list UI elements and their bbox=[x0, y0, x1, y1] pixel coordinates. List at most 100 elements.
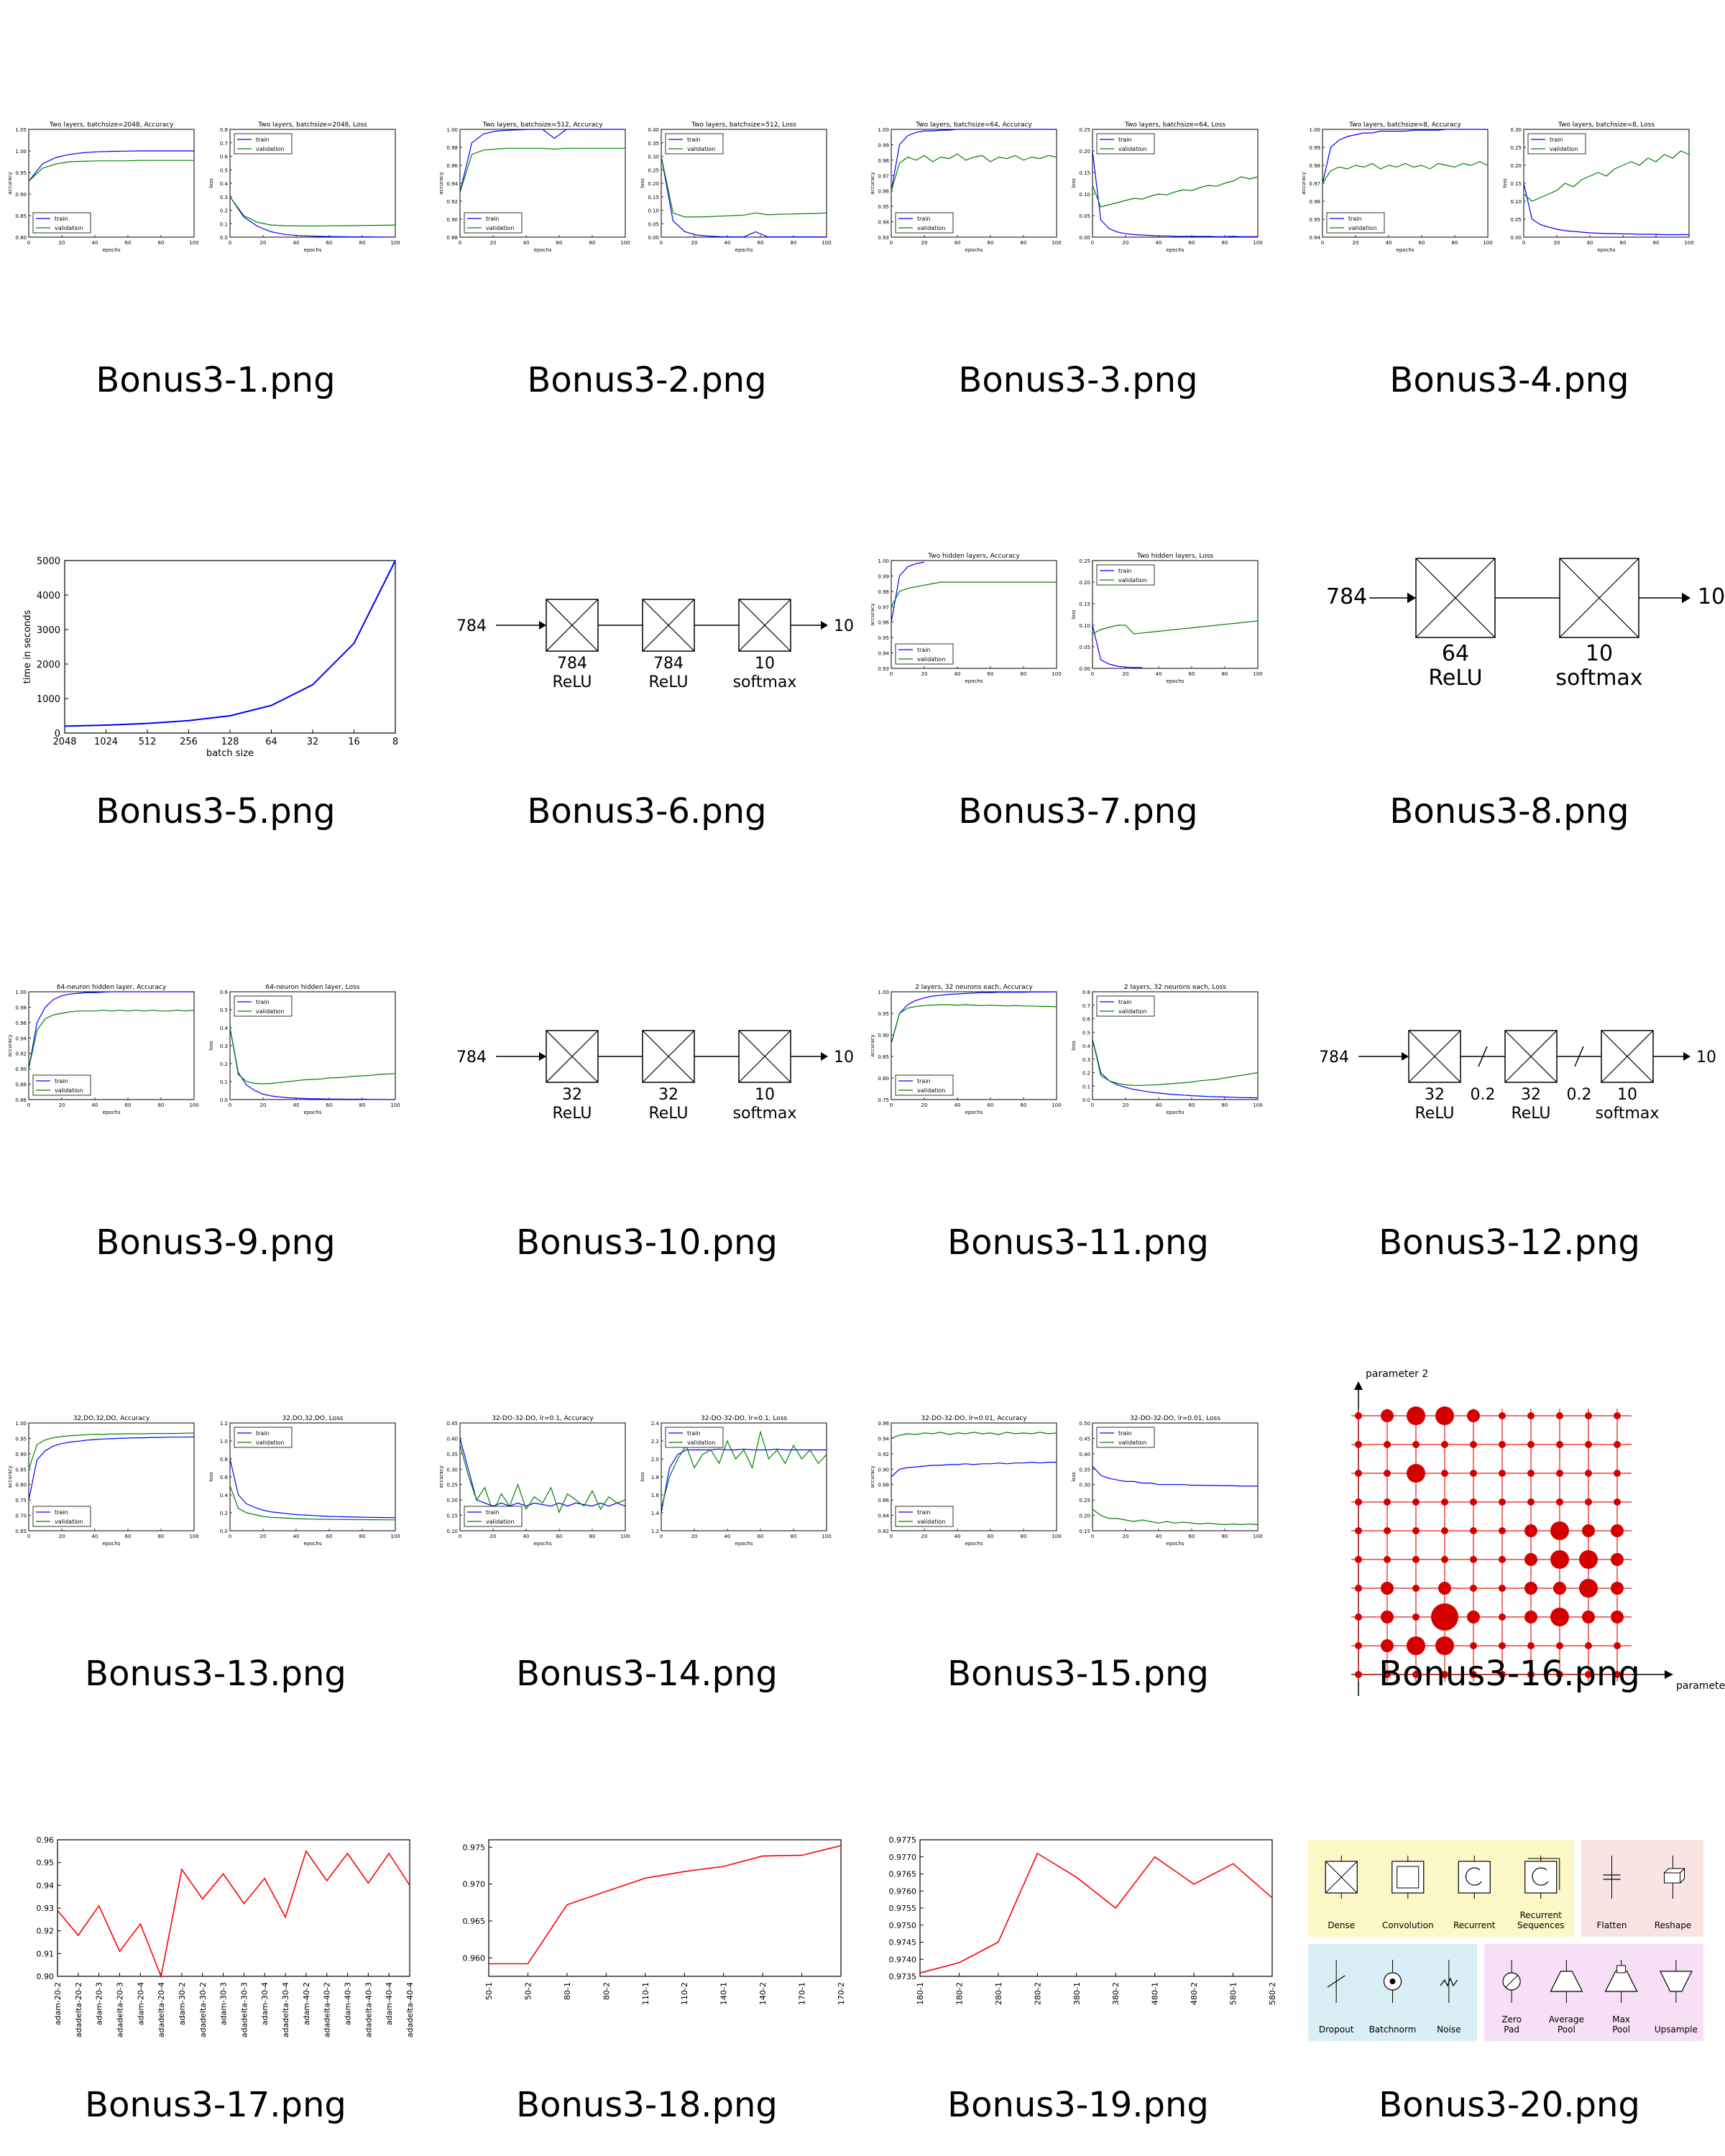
image-tile[interactable]: 0.9735 0.9740 0.9745 0.9750 0.9755 0.9760 0.97… bbox=[862, 1725, 1294, 2156]
image-tile[interactable]: Two layers, batchsize=512, Accuracy 0.88 0… bbox=[431, 0, 862, 431]
y-axis-label: loss bbox=[1071, 1472, 1077, 1482]
image-tile[interactable]: parameter 2 parameter 1 Bonus3-16.png bbox=[1294, 1294, 1725, 1725]
thumbnail[interactable]: Two layers, batchsize=64, Accuracy 0.93 0.… bbox=[870, 108, 1279, 316]
plot-title: 32,DO,32,DO, Accuracy bbox=[73, 1415, 150, 1422]
y-tick-label: 4000 bbox=[37, 591, 60, 602]
y-tick-label: 3000 bbox=[37, 625, 60, 636]
thumbnail[interactable]: 32-DO-32-DO, lr=0.01, Accuracy 0.82 0.84 0.… bbox=[870, 1401, 1279, 1610]
thumbnail[interactable]: 0.90 0.91 0.92 0.93 0.94 0.95 0.96 adam-20-2 ada… bbox=[14, 1833, 417, 2041]
thumbnail[interactable]: Two layers, batchsize=2048, Accuracy 0.80… bbox=[7, 108, 417, 316]
train-series-line bbox=[229, 196, 395, 238]
thumbnail[interactable]: 0.9735 0.9740 0.9745 0.9750 0.9755 0.9760 0.97… bbox=[877, 1833, 1279, 2041]
grid-point bbox=[1499, 1671, 1506, 1678]
arrow-head bbox=[1407, 592, 1416, 604]
y-tick-label: 0.10 bbox=[648, 208, 659, 214]
image-tile[interactable]: 784 32 ReLU 0.2 32 ReLU 0.2 10 softmax 10 Bonus3-1… bbox=[1294, 862, 1725, 1294]
image-tile[interactable]: 32,DO,32,DO, Accuracy 0.65 0.70 0.75 0.80 0.8… bbox=[0, 1294, 431, 1725]
x-tick-label: adam-30-3 bbox=[219, 1982, 229, 2025]
thumbnail[interactable]: 32,DO,32,DO, Accuracy 0.65 0.70 0.75 0.80 0.8… bbox=[7, 1401, 417, 1610]
x-tick-label: 40 bbox=[1587, 240, 1593, 246]
thumbnail[interactable]: 784 32 ReLU 32 ReLU 10 softmax 10 bbox=[446, 970, 854, 1179]
y-tick-label: 0.05 bbox=[648, 221, 659, 227]
layer-activation-label: ReLU bbox=[1414, 1105, 1454, 1123]
x-tick-label: 40 bbox=[1386, 240, 1392, 246]
x-tick-label: 40 bbox=[954, 1534, 961, 1539]
x-tick-label: 40 bbox=[293, 1534, 300, 1539]
loss-plot: Two layers, batchsize=2048, Loss 0.0 0.1 0.… bbox=[208, 121, 400, 253]
grid-point bbox=[1579, 1550, 1598, 1569]
y-tick-label: 0.00 bbox=[1079, 235, 1090, 241]
y-axis-label: loss bbox=[1071, 609, 1077, 619]
layer-units-label: 32 bbox=[1425, 1086, 1445, 1104]
x-tick-label: 40 bbox=[523, 1534, 530, 1539]
thumbnail[interactable]: 784 784 ReLU 784 ReLU 10 softmax 10 bbox=[446, 539, 854, 747]
legend-box bbox=[1527, 133, 1586, 155]
legend-item-label: Convolution bbox=[1382, 1920, 1434, 1930]
image-tile[interactable]: 64-neuron hidden layer, Accuracy 0.86 0.88… bbox=[0, 862, 431, 1294]
thumbnail[interactable]: 784 32 ReLU 0.2 32 ReLU 0.2 10 softmax 10 bbox=[1308, 970, 1716, 1179]
image-tile[interactable]: Two layers, batchsize=8, Accuracy 0.94 0.9… bbox=[1294, 0, 1725, 431]
image-tile[interactable]: Two hidden layers, Accuracy 0.93 0.94 0.95 0… bbox=[862, 431, 1294, 862]
y-tick-label: 0.35 bbox=[446, 1452, 458, 1457]
validation-series-line bbox=[1092, 1508, 1259, 1526]
image-tile[interactable]: 784 784 ReLU 784 ReLU 10 softmax 10 Bonus3-6.png bbox=[431, 431, 862, 862]
image-tile[interactable]: 32-DO-32-DO, lr=0.1, Accuracy 0.10 0.15 0.2… bbox=[431, 1294, 862, 1725]
image-tile[interactable]: Dense Convolution Recurrent Recurrent Sequen… bbox=[1294, 1725, 1725, 2156]
y-tick-label: 0.4 bbox=[220, 1493, 229, 1498]
thumbnail-graphic: 0.9735 0.9740 0.9745 0.9750 0.9755 0.9760 0.97… bbox=[889, 1835, 1278, 2005]
grid-point bbox=[1470, 1498, 1477, 1506]
thumbnail[interactable]: 32-DO-32-DO, lr=0.1, Accuracy 0.10 0.15 0.2… bbox=[438, 1401, 848, 1610]
y-tick-label: 0.95 bbox=[878, 635, 889, 641]
y-tick-label: 0.20 bbox=[1079, 580, 1090, 586]
image-tile[interactable]: 0.960 0.965 0.970 0.975 50-1 50-2 80-1 80-2 110-… bbox=[431, 1725, 862, 2156]
legend-train-label: train bbox=[256, 137, 270, 143]
image-tile[interactable]: Two layers, batchsize=2048, Accuracy 0.80… bbox=[0, 0, 431, 431]
x-tick-label: 60 bbox=[758, 1534, 764, 1539]
plot-frame bbox=[459, 1422, 626, 1531]
grid-point bbox=[1614, 1412, 1621, 1419]
average-pool-icon bbox=[1550, 1971, 1583, 1992]
x-tick-label: 100 bbox=[390, 240, 400, 246]
image-tile[interactable]: Two layers, batchsize=64, Accuracy 0.93 0.… bbox=[862, 0, 1294, 431]
x-tick-label: 100 bbox=[822, 240, 831, 246]
plot-frame bbox=[28, 1422, 195, 1531]
y-tick-label: 0.75 bbox=[878, 1097, 889, 1103]
grid-point bbox=[1499, 1585, 1506, 1592]
image-tile[interactable]: 2 layers, 32 neurons each, Accuracy 0.75 0… bbox=[862, 862, 1294, 1294]
recurrent-sequences-icon bbox=[1524, 1858, 1560, 1894]
file-caption: Bonus3-5.png bbox=[96, 791, 336, 831]
y-tick-label: 0.96 bbox=[446, 163, 458, 169]
thumbnail[interactable]: 0 1000 2000 3000 4000 5000 2048 1024 512 256 128 64… bbox=[14, 539, 417, 759]
legend-validation-label: validation bbox=[917, 1519, 945, 1525]
thumbnail[interactable]: Two hidden layers, Accuracy 0.93 0.94 0.95 0… bbox=[870, 539, 1279, 747]
image-tile[interactable]: 784 32 ReLU 32 ReLU 10 softmax 10 Bonus3-10.png bbox=[431, 862, 862, 1294]
thumbnail[interactable]: 784 64 ReLU 10 softmax 10 bbox=[1308, 539, 1725, 747]
y-tick-label: 0.94 bbox=[1309, 235, 1320, 241]
thumbnail[interactable]: 0.960 0.965 0.970 0.975 50-1 50-2 80-1 80-2 110-… bbox=[446, 1833, 848, 2041]
y-tick-label: 0.98 bbox=[878, 589, 889, 595]
thumbnail[interactable]: Dense Convolution Recurrent Recurrent Sequen… bbox=[1308, 1833, 1711, 2041]
legend-box bbox=[665, 1427, 724, 1448]
y-tick-label: 0.93 bbox=[878, 235, 889, 241]
x-tick-label: 100 bbox=[1052, 671, 1061, 677]
image-tile[interactable]: 0.90 0.91 0.92 0.93 0.94 0.95 0.96 adam-20-2 ada… bbox=[0, 1725, 431, 2156]
image-tile[interactable]: 784 64 ReLU 10 softmax 10 Bonus3-8.png bbox=[1294, 431, 1725, 862]
image-tile[interactable]: 0 1000 2000 3000 4000 5000 2048 1024 512 256 128 64… bbox=[0, 431, 431, 862]
legend-box bbox=[1096, 133, 1155, 155]
y-tick-label: 0.82 bbox=[878, 1529, 889, 1534]
x-tick-label: 0 bbox=[890, 671, 893, 677]
thumbnail[interactable]: 2 layers, 32 neurons each, Accuracy 0.75 0… bbox=[870, 970, 1279, 1179]
x-tick-label: 100 bbox=[1253, 1534, 1262, 1539]
y-tick-label: 0.99 bbox=[1309, 145, 1320, 151]
thumbnail[interactable]: parameter 2 parameter 1 bbox=[1308, 1368, 1725, 1696]
x-tick-label: 60 bbox=[1419, 240, 1425, 246]
x-tick-label: 20 bbox=[260, 1534, 267, 1539]
thumbnail[interactable]: 64-neuron hidden layer, Accuracy 0.86 0.88… bbox=[7, 970, 417, 1179]
thumbnail[interactable]: Two layers, batchsize=512, Accuracy 0.88 0… bbox=[438, 108, 848, 316]
thumbnail[interactable]: Two layers, batchsize=8, Accuracy 0.94 0.9… bbox=[1301, 108, 1711, 316]
grid-point bbox=[1585, 1412, 1592, 1419]
image-tile[interactable]: 32-DO-32-DO, lr=0.01, Accuracy 0.82 0.84 0.… bbox=[862, 1294, 1294, 1725]
input-size-label: 784 bbox=[1326, 584, 1367, 609]
layer-units-label: 10 bbox=[1617, 1086, 1637, 1104]
